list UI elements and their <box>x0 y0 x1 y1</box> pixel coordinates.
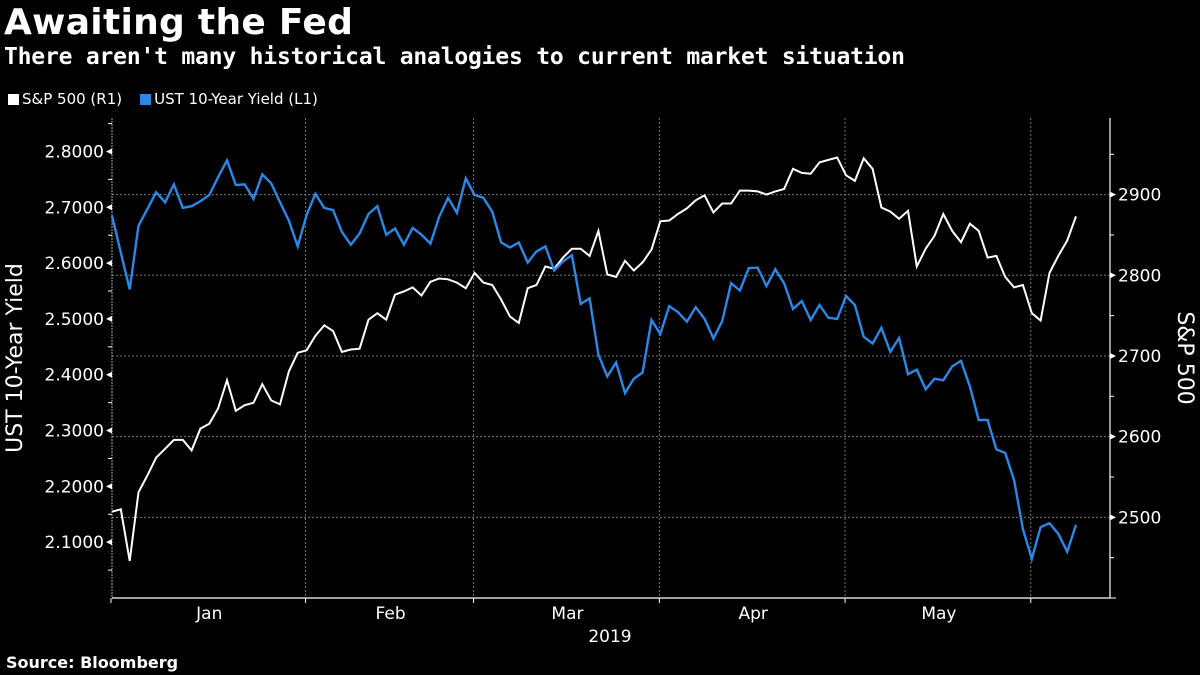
legend-item-spx: S&P 500 (R1) <box>8 90 122 108</box>
right-axis-title: S&P 500 <box>1172 311 1197 404</box>
x-axis-title: 2019 <box>588 627 631 647</box>
left-axis-tick-label: 2.2000 <box>45 477 104 497</box>
right-axis-tick <box>1110 272 1116 279</box>
right-axis-tick <box>1110 191 1116 198</box>
chart-title: Awaiting the Fed <box>4 2 354 43</box>
x-axis-tick-label: Jan <box>195 604 222 624</box>
right-axis-tick-label: 2900 <box>1118 186 1161 206</box>
x-axis-tick-label: Feb <box>376 604 406 624</box>
series-lines <box>110 156 1078 564</box>
left-axis-tick-label: 2.1000 <box>45 533 104 553</box>
chart-subtitle: There aren't many historical analogies t… <box>4 44 905 70</box>
left-axis-tick-label: 2.4000 <box>45 366 104 386</box>
right-axis-tick-label: 2500 <box>1118 508 1161 528</box>
right-axis-tick-label: 2600 <box>1118 428 1161 448</box>
left-axis-tick <box>106 148 112 155</box>
series-points-yield <box>112 160 1076 559</box>
left-axis-tick <box>106 315 112 322</box>
left-axis-tick-label: 2.8000 <box>45 142 104 162</box>
left-axis-tick-label: 2.5000 <box>45 310 104 330</box>
series-line-spx <box>111 156 1077 562</box>
legend-swatch-spx <box>8 93 19 105</box>
legend-label-yield: UST 10-Year Yield (L1) <box>154 90 318 108</box>
axes: 2.1000 2.2000 2.3000 2.4000 2.5000 2.6000 2.70… <box>45 118 1161 624</box>
left-axis-tick <box>106 371 112 378</box>
series-line-yield <box>110 157 1078 564</box>
source-note: Source: Bloomberg <box>6 653 179 672</box>
left-axis-tick <box>106 260 112 267</box>
right-axis-tick <box>1110 433 1116 440</box>
legend-label-spx: S&P 500 (R1) <box>22 90 123 108</box>
right-axis-tick-label: 2700 <box>1118 347 1161 367</box>
left-axis-tick-label: 2.6000 <box>45 254 104 274</box>
left-axis-title: UST 10-Year Yield <box>3 263 28 453</box>
right-axis-tick-label: 2800 <box>1118 266 1161 286</box>
gridlines <box>112 118 1110 598</box>
left-axis-tick-label: 2.7000 <box>45 198 104 218</box>
right-axis-tick <box>1110 514 1116 521</box>
left-axis-tick <box>106 483 112 490</box>
legend: S&P 500 (R1) UST 10-Year Yield (L1) <box>8 90 318 108</box>
x-axis-tick-label: May <box>921 604 956 624</box>
right-axis-tick <box>1110 352 1116 359</box>
legend-swatch-yield <box>140 93 152 105</box>
left-axis-tick <box>106 427 112 434</box>
x-axis-tick-label: Apr <box>738 604 767 624</box>
series-points-spx <box>112 157 1076 561</box>
left-axis-tick-label: 2.3000 <box>45 422 104 442</box>
left-axis-tick <box>106 204 112 211</box>
left-axis-tick <box>106 539 112 546</box>
x-axis-tick-label: Mar <box>551 604 583 624</box>
legend-item-yield: UST 10-Year Yield (L1) <box>140 90 318 108</box>
